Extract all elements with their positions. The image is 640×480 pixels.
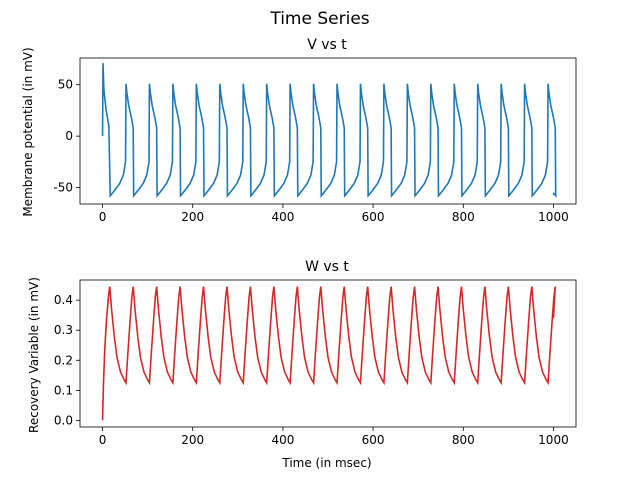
y-tick-label: 0.1 <box>54 383 73 397</box>
w-ticks: 0 200 400 600 800 1000 0.0 0.1 0.2 0.3 0.4 <box>54 293 569 447</box>
y-tick-label: 50 <box>58 78 73 92</box>
x-tick-label: 0 <box>99 210 107 224</box>
y-tick-label: 0 <box>65 129 73 143</box>
w-plot-frame <box>79 279 577 428</box>
w-ylabel: Recovery Variable (in mV) <box>27 277 41 433</box>
x-tick-label: 0 <box>99 433 107 447</box>
v-ylabel: Membrane potential (in mV) <box>21 47 35 216</box>
w-xlabel: Time (in msec) <box>281 456 371 470</box>
x-tick-label: 1000 <box>538 210 569 224</box>
x-tick-label: 400 <box>271 210 294 224</box>
x-tick-label: 800 <box>452 433 475 447</box>
v-ticks: 0 200 400 600 800 1000 -50 0 50 <box>53 78 568 224</box>
w-series-line <box>101 286 557 421</box>
v-plot-frame <box>79 57 577 205</box>
w-chart-title: W vs t <box>305 259 349 275</box>
x-tick-label: 600 <box>362 433 385 447</box>
x-tick-label: 400 <box>271 433 294 447</box>
y-tick-label: 0.3 <box>54 323 73 337</box>
x-tick-label: 800 <box>452 210 475 224</box>
figure-suptitle: Time Series <box>269 9 369 29</box>
x-tick-label: 1000 <box>538 433 569 447</box>
y-tick-label: 0.0 <box>54 413 73 427</box>
y-tick-label: -50 <box>53 181 73 195</box>
x-tick-label: 600 <box>362 210 385 224</box>
y-tick-label: 0.4 <box>54 293 73 307</box>
v-chart-title: V vs t <box>307 37 347 53</box>
x-tick-label: 200 <box>181 210 204 224</box>
subplot-v-vs-t: V vs t Membrane potential (in mV) 0 200 40… <box>21 37 577 224</box>
y-tick-label: 0.2 <box>54 353 73 367</box>
x-tick-label: 200 <box>181 433 204 447</box>
v-series-line <box>101 63 557 198</box>
subplot-w-vs-t: W vs t Recovery Variable (in mV) Time (i… <box>27 259 577 470</box>
